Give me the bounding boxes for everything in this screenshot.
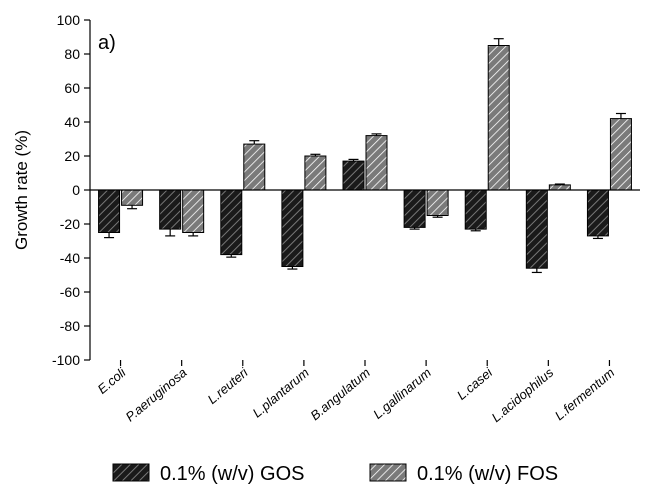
category-label: P.aeruginosa <box>123 365 190 425</box>
y-tick-label: -20 <box>60 216 80 232</box>
bar <box>220 189 243 256</box>
y-tick-label: 80 <box>64 46 80 62</box>
y-tick-label: 100 <box>57 12 81 28</box>
y-tick-label: 20 <box>64 148 80 164</box>
bar <box>281 189 304 267</box>
y-tick-label: -100 <box>52 352 80 368</box>
y-tick-label: 40 <box>64 114 80 130</box>
category-label: L.casei <box>454 364 496 403</box>
y-tick-label: -60 <box>60 284 80 300</box>
bar <box>487 45 510 191</box>
legend-swatch <box>112 463 150 482</box>
category-label: E.coli <box>94 364 129 397</box>
bars <box>98 38 632 274</box>
bar <box>586 189 609 237</box>
category-label: L.fermentum <box>552 365 618 424</box>
bar <box>121 189 144 206</box>
bar <box>304 155 327 191</box>
panel-label: a) <box>98 32 116 54</box>
legend-label: 0.1% (w/v) GOS <box>160 463 304 485</box>
bar <box>464 189 487 230</box>
bar <box>525 189 548 269</box>
category-label: B.angulatum <box>307 365 373 424</box>
bar <box>159 189 182 230</box>
category-label: L.gallinarum <box>370 365 434 422</box>
y-axis: -100 -80 -60 -40 -20 0 20 40 60 80 100 <box>52 12 91 368</box>
legend: 0.1% (w/v) GOS 0.1% (w/v) FOS <box>112 463 558 485</box>
bar <box>342 160 365 191</box>
bar <box>548 184 571 191</box>
bar <box>98 189 121 233</box>
y-tick-label: 0 <box>72 182 80 198</box>
y-axis-title: Growth rate (%) <box>12 130 31 250</box>
y-tick-label: 60 <box>64 80 80 96</box>
y-tick-label: -40 <box>60 250 80 266</box>
y-tick-label: -80 <box>60 318 80 334</box>
bar <box>365 135 388 191</box>
bar <box>243 143 266 191</box>
bar <box>182 189 205 233</box>
category-label: L.reuteri <box>205 364 252 407</box>
bar <box>609 118 632 191</box>
legend-swatch <box>369 463 407 482</box>
category-label: L.plantarum <box>250 365 312 421</box>
legend-label: 0.1% (w/v) FOS <box>417 463 558 485</box>
bar <box>403 189 426 228</box>
bar <box>426 189 449 216</box>
category-label: L.acidophilus <box>488 364 556 425</box>
